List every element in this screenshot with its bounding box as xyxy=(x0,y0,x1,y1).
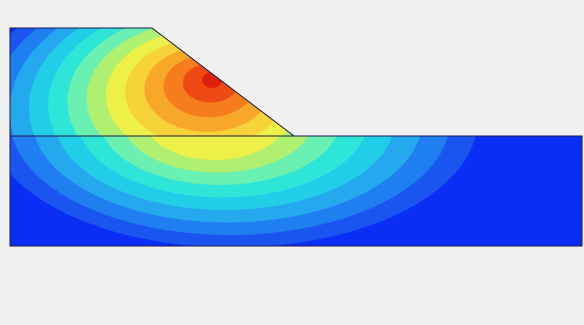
foundation-contour-band-8 xyxy=(150,136,280,160)
foundation-contour-bands xyxy=(10,136,476,246)
foundation-layer xyxy=(10,136,582,246)
foundation-outline xyxy=(9,135,583,247)
model-outlines xyxy=(9,27,583,247)
slope-outline xyxy=(9,27,295,137)
